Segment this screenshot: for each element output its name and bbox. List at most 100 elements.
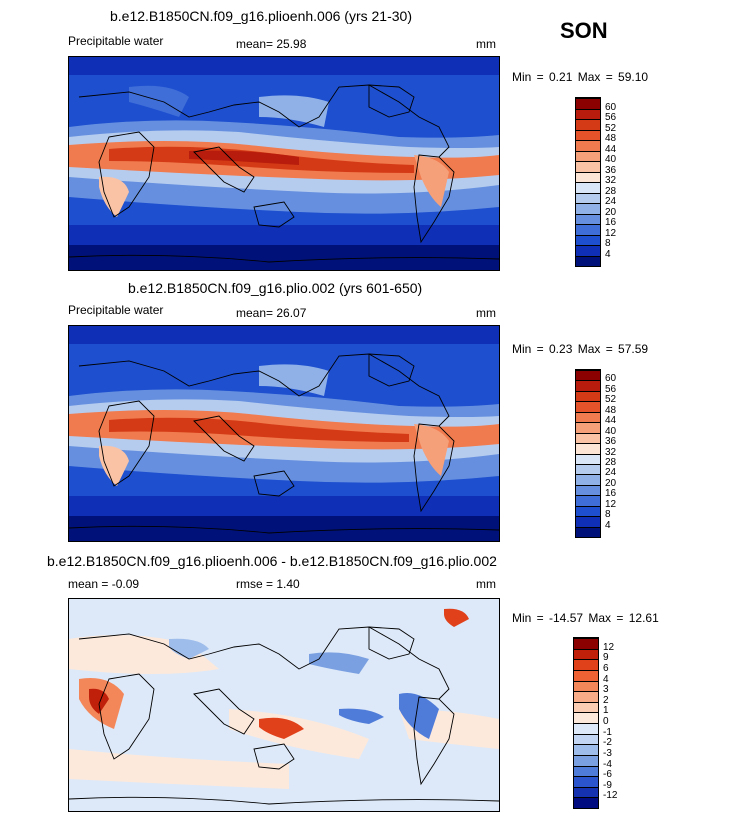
colorbar-swatch <box>576 108 600 119</box>
colorbar-swatch <box>574 691 598 702</box>
colorbar-swatch <box>576 203 600 214</box>
colorbar-tick-label: 16 <box>605 488 617 500</box>
bottom-colorbar <box>573 637 599 809</box>
colorbar-tick-label: 3 <box>603 684 609 696</box>
top-panel-title: b.e12.B1850CN.f09_g16.plioenh.006 (yrs 2… <box>110 8 412 24</box>
colorbar-swatch <box>576 129 600 140</box>
colorbar-tick-label: 20 <box>605 477 617 489</box>
colorbar-swatch <box>576 255 600 266</box>
colorbar-tick-label: -1 <box>603 726 612 738</box>
colorbar-tick-label: 48 <box>605 404 617 416</box>
colorbar-tick-label: 20 <box>605 206 617 218</box>
bottom-panel-minmax: Min = -14.57 Max = 12.61 <box>512 611 659 625</box>
top-panel-units-label: mm <box>476 37 496 51</box>
colorbar-tick-label: 8 <box>605 238 611 249</box>
top-panel-mean-label: mean= 25.98 <box>236 37 307 51</box>
colorbar-swatch <box>574 659 598 670</box>
bottom-panel-mean-label: mean = -0.09 <box>68 577 140 591</box>
colorbar-tick-label: -9 <box>603 779 612 791</box>
colorbar-tick-label: 56 <box>605 383 617 395</box>
colorbar-swatch <box>574 669 598 681</box>
colorbar-swatch <box>576 411 600 423</box>
colorbar-tick-label: 28 <box>605 456 617 468</box>
top-panel-minmax: Min = 0.21 Max = 59.10 <box>512 70 649 84</box>
colorbar-tick-label: -2 <box>603 737 612 749</box>
colorbar-swatch <box>576 171 600 182</box>
colorbar-swatch <box>576 234 600 245</box>
colorbar-swatch <box>576 192 600 203</box>
colorbar-tick-label: 0 <box>603 716 609 727</box>
middle-map-field <box>69 326 499 541</box>
middle-panel-title: b.e12.B1850CN.f09_g16.plio.002 (yrs 601-… <box>128 280 423 296</box>
colorbar-swatch <box>576 370 600 381</box>
colorbar-tick-label: 4 <box>605 519 611 531</box>
colorbar-tick-label: 40 <box>605 154 617 165</box>
colorbar-tick-label: 40 <box>605 425 617 437</box>
colorbar-tick-label: 36 <box>605 164 617 176</box>
colorbar-swatch <box>576 401 600 412</box>
colorbar-swatch <box>576 526 600 537</box>
colorbar-tick-label: 4 <box>605 248 611 260</box>
colorbar-swatch <box>576 495 600 506</box>
colorbar-swatch <box>576 463 600 475</box>
colorbar-tick-label: -3 <box>603 747 612 759</box>
colorbar-tick-label: 2 <box>603 694 609 706</box>
top-colorbar <box>575 97 601 267</box>
top-colorbar-ticks: 60 56 52 48 44 40 36 32 28 24 20 16 12 8 4 <box>605 97 645 265</box>
colorbar-tick-label: 56 <box>605 112 617 123</box>
colorbar-swatch <box>576 98 600 109</box>
middle-panel-minmax: Min = 0.23 Max = 57.59 <box>512 342 649 356</box>
bottom-panel-title: b.e12.B1850CN.f09_g16.plioenh.006 - b.e1… <box>47 553 497 569</box>
colorbar-swatch <box>574 701 598 713</box>
middle-panel-units-label: mm <box>476 306 496 320</box>
bottom-map <box>68 598 500 812</box>
colorbar-swatch <box>576 380 600 391</box>
colorbar-tick-label: 52 <box>605 394 617 406</box>
colorbar-swatch <box>576 213 600 224</box>
colorbar-tick-label: 24 <box>605 196 617 207</box>
colorbar-tick-label: 12 <box>603 641 615 653</box>
colorbar-tick-label: 8 <box>605 509 611 521</box>
colorbar-swatch <box>574 638 598 649</box>
colorbar-tick-label: 44 <box>605 415 617 427</box>
colorbar-swatch <box>576 140 600 151</box>
top-map <box>68 56 500 271</box>
colorbar-swatch <box>576 119 600 130</box>
colorbar-tick-label: 32 <box>605 446 617 458</box>
colorbar-swatch <box>574 723 598 734</box>
top-map-field <box>69 57 499 270</box>
colorbar-swatch <box>574 797 598 808</box>
colorbar-swatch <box>576 161 600 172</box>
colorbar-swatch <box>574 733 598 745</box>
colorbar-swatch <box>576 182 600 193</box>
colorbar-tick-label: 52 <box>605 122 617 134</box>
colorbar-tick-label: 32 <box>605 175 617 186</box>
colorbar-tick-label: 9 <box>603 652 609 664</box>
colorbar-swatch <box>576 432 600 444</box>
colorbar-swatch <box>576 516 600 527</box>
colorbar-tick-label: 4 <box>603 673 609 685</box>
colorbar-tick-label: -12 <box>603 790 618 802</box>
colorbar-tick-label: 24 <box>605 467 617 479</box>
colorbar-swatch <box>574 744 598 755</box>
middle-map <box>68 325 500 542</box>
colorbar-tick-label: 44 <box>605 143 617 155</box>
top-panel-variable-label: Precipitable water <box>68 34 164 48</box>
colorbar-swatch <box>576 422 600 433</box>
colorbar-swatch <box>574 786 598 798</box>
colorbar-tick-label: 60 <box>605 101 617 113</box>
colorbar-swatch <box>576 484 600 496</box>
bottom-colorbar-ticks: 12 9 6 4 3 2 1 0 -1 -2 -3 -4 -6 -9 -12 <box>603 637 643 807</box>
colorbar-swatch <box>576 474 600 485</box>
colorbar-swatch <box>574 648 598 660</box>
colorbar-tick-label: 48 <box>605 133 617 144</box>
colorbar-tick-label: 12 <box>605 227 617 239</box>
middle-colorbar <box>575 369 601 538</box>
colorbar-swatch <box>576 224 600 235</box>
colorbar-swatch <box>576 443 600 454</box>
colorbar-tick-label: 12 <box>605 498 617 510</box>
colorbar-tick-label: -4 <box>603 758 612 770</box>
colorbar-swatch <box>574 754 598 766</box>
colorbar-swatch <box>576 453 600 464</box>
colorbar-tick-label: -6 <box>603 769 612 781</box>
